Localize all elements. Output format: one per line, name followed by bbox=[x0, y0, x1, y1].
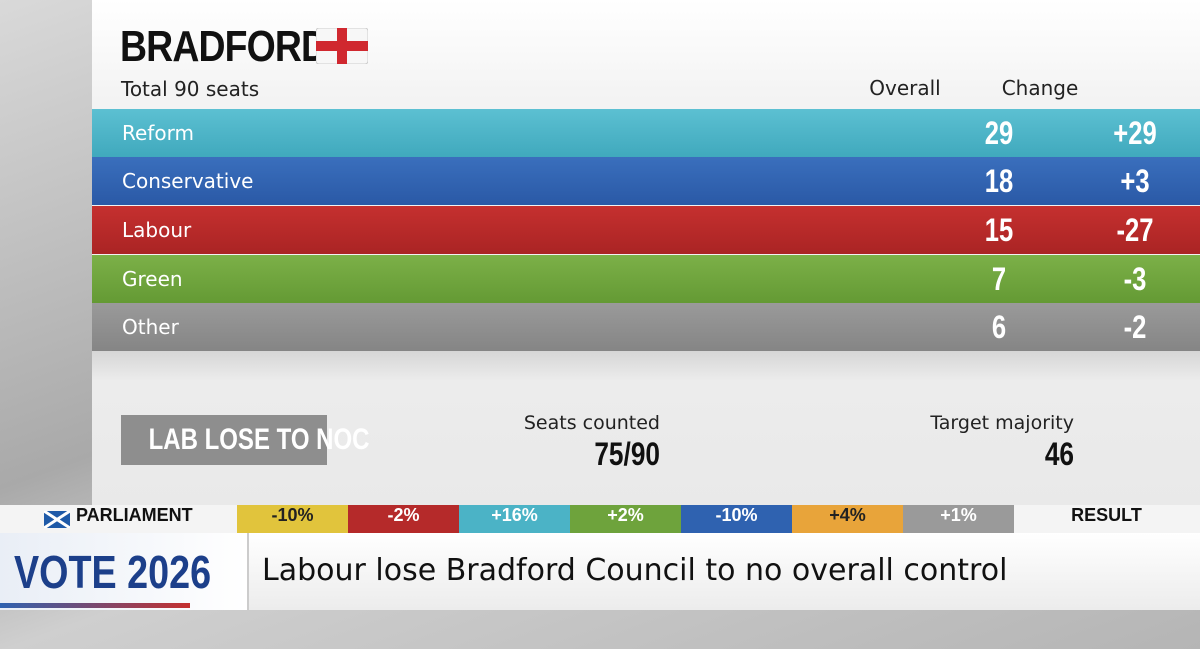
brand-box: VOTE 2026 bbox=[0, 533, 249, 610]
target-value: 46 bbox=[1044, 436, 1074, 472]
change: -2 bbox=[1123, 309, 1147, 345]
ticker-label: PARLIAMENT bbox=[76, 505, 193, 525]
ticker-item: -10% bbox=[681, 505, 792, 533]
headline: Labour lose Bradford Council to no overa… bbox=[262, 553, 1008, 588]
party: Other bbox=[122, 315, 179, 339]
ticker-item: +1% bbox=[903, 505, 1014, 533]
overall: 18 bbox=[984, 163, 1014, 199]
row: Conservative 18 +3 bbox=[92, 157, 1200, 205]
overall: 6 bbox=[991, 309, 1007, 345]
party: Conservative bbox=[122, 169, 254, 193]
result-text: LAB LOSE TO NOC bbox=[148, 423, 370, 456]
seats-value: 75/90 bbox=[594, 436, 660, 472]
brand-stripe bbox=[0, 603, 190, 608]
brand: VOTE 2026 bbox=[14, 546, 212, 598]
overall: 15 bbox=[984, 212, 1014, 248]
ticker-end: RESULT bbox=[1071, 505, 1142, 525]
column-header: Overall bbox=[869, 76, 941, 100]
result-badge: LAB LOSE TO NOC bbox=[121, 415, 370, 465]
subtitle: Total 90 seats bbox=[121, 77, 260, 101]
seats-label: Seats counted bbox=[523, 412, 660, 434]
title: BRADFORD bbox=[120, 22, 328, 71]
banner: VOTE 2026 Labour lose Bradford Council t… bbox=[0, 533, 1200, 610]
saltire bbox=[44, 511, 70, 528]
ticker-item: -2% bbox=[348, 505, 459, 533]
ticker-item: +16% bbox=[459, 505, 570, 533]
party: Labour bbox=[122, 218, 192, 242]
party: Reform bbox=[122, 121, 194, 145]
change: +3 bbox=[1120, 163, 1150, 199]
ticker-item: -10% bbox=[237, 505, 348, 533]
overall: 7 bbox=[991, 261, 1007, 297]
column-header: Change bbox=[1001, 76, 1079, 100]
ticker-item: +4% bbox=[792, 505, 903, 533]
ticker: PARLIAMENT -10% -2% +16% +2% -10% +4% +1… bbox=[0, 505, 1200, 533]
row: Labour 15 -27 bbox=[92, 206, 1200, 254]
row: Green 7 -3 bbox=[92, 255, 1200, 303]
party: Green bbox=[122, 267, 183, 291]
row: Reform 29 +29 bbox=[92, 109, 1200, 157]
row: Other 6 -2 bbox=[92, 303, 1200, 351]
change: +29 bbox=[1113, 115, 1157, 151]
ticker-item: +2% bbox=[570, 505, 681, 533]
change: -27 bbox=[1116, 212, 1154, 248]
change: -3 bbox=[1123, 261, 1147, 297]
flag bbox=[316, 28, 368, 64]
target-label: Target majority bbox=[930, 412, 1074, 434]
overall: 29 bbox=[984, 115, 1014, 151]
